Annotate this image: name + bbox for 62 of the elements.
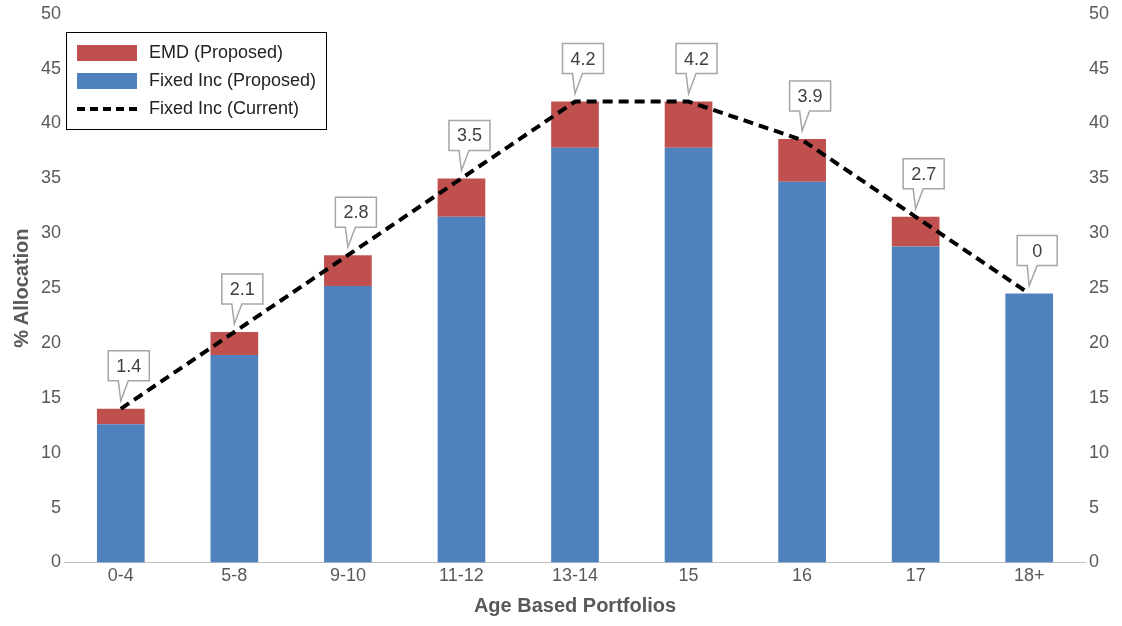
y-tick-label: 0	[51, 551, 62, 572]
x-tick-label: 18+	[1013, 565, 1045, 586]
data-label: 3.9	[797, 85, 823, 106]
data-label: 0	[1032, 240, 1043, 261]
x-tick-label: 15	[678, 565, 699, 586]
data-label: 2.1	[229, 278, 255, 299]
y2-tick-label: 5	[1088, 496, 1099, 517]
x-tick-label: 13-14	[551, 565, 599, 586]
bar	[891, 216, 940, 247]
bar	[437, 216, 486, 563]
y-tick-label: 50	[40, 2, 62, 23]
y-tick-label: 30	[40, 222, 62, 243]
data-label: 4.2	[684, 48, 710, 69]
bar	[778, 138, 826, 182]
data-label: 2.7	[911, 163, 937, 184]
bar	[551, 101, 599, 148]
y-axis-title: % Allocation	[9, 228, 32, 348]
data-label: 2.8	[343, 202, 369, 223]
bar	[1005, 293, 1054, 563]
bar	[324, 255, 372, 286]
x-axis-title: Age Based Portfolios	[473, 593, 677, 616]
x-tick-label: 9-10	[329, 565, 366, 586]
y2-tick-label: 20	[1088, 331, 1110, 352]
y2-tick-label: 25	[1088, 277, 1110, 298]
y2-tick-label: 35	[1088, 167, 1110, 188]
bar	[891, 246, 940, 563]
x-tick-label: 17	[905, 565, 926, 586]
bar	[96, 424, 145, 563]
y-tick-label: 15	[40, 386, 62, 407]
bar	[324, 285, 372, 563]
y2-tick-label: 15	[1088, 386, 1110, 407]
data-label: 3.5	[456, 125, 482, 146]
y-tick-label: 45	[40, 57, 62, 78]
x-tick-label: 11-12	[439, 565, 484, 586]
y-tick-label: 35	[40, 167, 62, 188]
y2-tick-label: 0	[1088, 551, 1099, 572]
bar	[664, 101, 713, 148]
legend-label: Fixed Inc (Proposed)	[149, 70, 317, 92]
y-tick-label: 20	[40, 331, 62, 352]
x-tick-label: 0-4	[107, 565, 134, 586]
bar	[664, 147, 713, 563]
bar	[210, 355, 259, 563]
y2-tick-label: 45	[1088, 57, 1110, 78]
y-tick-label: 40	[40, 112, 62, 133]
bar	[210, 331, 259, 356]
bar	[96, 408, 145, 425]
data-label: 4.2	[570, 48, 596, 69]
bar	[437, 178, 486, 217]
y2-tick-label: 10	[1088, 441, 1110, 462]
y2-tick-label: 30	[1088, 222, 1110, 243]
y-tick-label: 25	[40, 277, 62, 298]
data-label: 1.4	[116, 355, 142, 376]
bar	[551, 147, 599, 563]
legend-label: Fixed Inc (Current)	[149, 98, 300, 120]
y2-tick-label: 40	[1088, 112, 1110, 133]
legend-label: EMD (Proposed)	[149, 42, 284, 64]
x-tick-label: 16	[792, 565, 813, 586]
y-tick-label: 10	[40, 441, 62, 462]
y-tick-label: 5	[51, 496, 62, 517]
bar	[778, 181, 826, 563]
x-tick-label: 5-8	[221, 565, 248, 586]
y2-tick-label: 50	[1088, 2, 1110, 23]
